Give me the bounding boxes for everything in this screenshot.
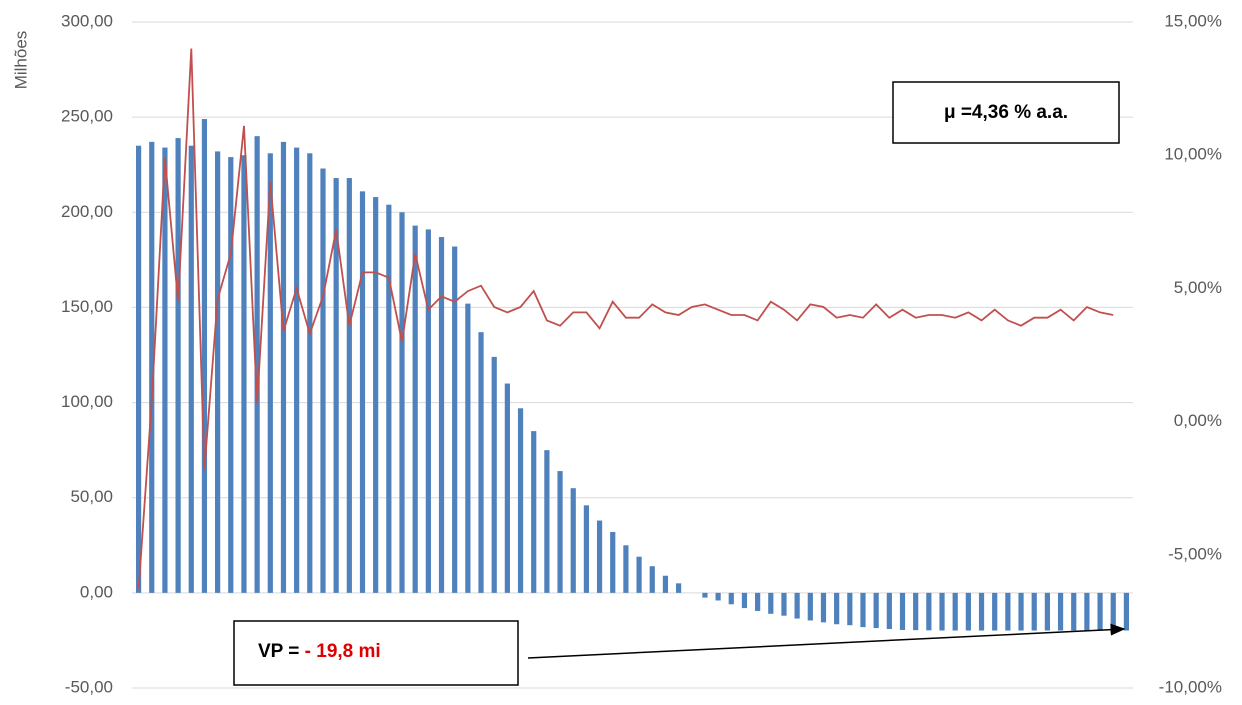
bar: [1110, 592, 1116, 631]
bar: [333, 178, 339, 593]
bar: [662, 575, 669, 593]
y-tick-label: 50,00: [70, 487, 113, 506]
bar: [254, 136, 260, 593]
bar: [280, 141, 287, 593]
bar: [1057, 592, 1064, 631]
bar: [438, 237, 445, 593]
bar: [162, 147, 168, 593]
bar: [675, 583, 682, 593]
bar: [1044, 592, 1050, 631]
bar: [978, 592, 985, 631]
bar: [596, 520, 603, 593]
bar: [847, 592, 853, 626]
y2-tick-label: -10,00%: [1159, 677, 1222, 696]
vp-annotation: VP = - 19,8 mi: [258, 641, 381, 662]
bar: [926, 592, 932, 631]
bar: [373, 197, 379, 593]
bar: [649, 566, 655, 593]
vp-label: VP =: [258, 641, 305, 662]
bar: [702, 592, 708, 598]
bar: [1031, 592, 1037, 631]
annotation-box: [233, 620, 519, 686]
bar: [965, 592, 971, 631]
bar: [899, 592, 906, 630]
bar: [452, 246, 458, 593]
bar: [755, 592, 761, 611]
bar: [215, 151, 221, 593]
bar: [557, 471, 563, 593]
bar: [267, 153, 273, 593]
bar: [386, 204, 392, 593]
bar: [992, 592, 998, 631]
bar: [412, 225, 418, 593]
bar: [307, 153, 313, 593]
bar: [359, 191, 366, 593]
y2-tick-label: 0,00%: [1174, 411, 1222, 430]
bar: [1123, 592, 1130, 631]
bar: [952, 592, 958, 631]
bar: [860, 592, 866, 628]
bar: [610, 531, 616, 593]
bar: [939, 592, 945, 631]
bar: [781, 592, 787, 616]
bar: [531, 431, 537, 593]
bar: [886, 592, 892, 630]
y-tick-label: 150,00: [61, 297, 113, 316]
bar: [1084, 592, 1090, 631]
bar: [1071, 592, 1077, 631]
bar: [873, 592, 879, 629]
bar: [228, 157, 234, 593]
bar: [794, 592, 800, 619]
bar: [570, 488, 576, 593]
bar: [188, 145, 194, 593]
bar: [241, 155, 247, 593]
bar: [175, 138, 181, 593]
y2-tick-label: 15,00%: [1164, 11, 1222, 30]
y-tick-label: 0,00: [80, 582, 113, 601]
bar: [820, 592, 827, 623]
bar: [135, 145, 142, 593]
y-axis-label: Milhões: [11, 31, 30, 90]
bar: [583, 505, 590, 593]
bar: [768, 592, 774, 614]
line: [137, 48, 1114, 590]
bar: [623, 545, 629, 593]
mean-annotation: μ =4,36 % a.a.: [944, 102, 1068, 123]
bar: [715, 592, 721, 601]
y-tick-label: 200,00: [61, 202, 113, 221]
y-tick-label: 250,00: [61, 107, 113, 126]
bar: [320, 168, 326, 593]
bar: [504, 383, 510, 593]
bar: [491, 356, 497, 593]
bar: [149, 141, 155, 593]
bar: [1005, 592, 1011, 631]
arrow: [527, 623, 1126, 659]
bar: [636, 556, 642, 593]
bar: [294, 147, 300, 593]
bar: [399, 212, 405, 593]
bar: [1097, 592, 1103, 631]
y-tick-label: -50,00: [65, 677, 113, 696]
bar: [741, 592, 748, 609]
bar: [728, 592, 734, 605]
y2-tick-label: 5,00%: [1174, 278, 1222, 297]
bar: [201, 119, 208, 593]
annotation-box: [892, 81, 1120, 144]
y-tick-label: 300,00: [61, 11, 113, 30]
vp-value: - 19,8 mi: [305, 641, 381, 662]
bar: [465, 303, 471, 593]
bar: [807, 592, 813, 621]
bar: [478, 332, 484, 593]
bar: [517, 408, 524, 593]
bar: [425, 229, 431, 593]
bar: [346, 178, 352, 593]
y-tick-label: 100,00: [61, 392, 113, 411]
bar: [544, 450, 550, 593]
bar: [913, 592, 919, 631]
y2-tick-label: -5,00%: [1168, 544, 1222, 563]
y2-tick-label: 10,00%: [1164, 145, 1222, 164]
bar: [834, 592, 840, 625]
bar: [1018, 592, 1024, 631]
